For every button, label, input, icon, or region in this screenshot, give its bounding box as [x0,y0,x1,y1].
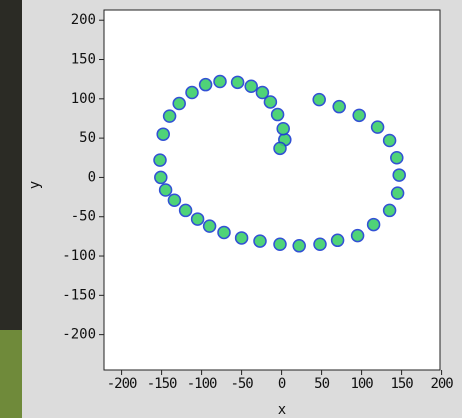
point [172,96,186,111]
x-tick-label: 200 [430,376,453,392]
point [202,219,217,233]
point [153,153,167,167]
point [366,217,381,232]
point [185,85,199,100]
x-axis-label: x [278,402,286,418]
point [230,75,245,90]
point [352,108,366,123]
point [382,203,397,218]
point [156,127,170,141]
point [270,107,285,122]
point [190,212,205,226]
y-axis-label: y [27,181,43,189]
point [167,193,182,207]
y-tick-label: 200 [71,12,96,28]
y-tick-label: 100 [71,91,96,107]
background-photo-green [0,330,22,418]
x-tick-label: -100 [187,376,217,392]
x-tick-label: -200 [107,376,137,392]
point [178,203,193,218]
point [234,231,249,245]
y-tick-label: -200 [62,327,96,343]
point [370,120,385,134]
point [255,85,270,100]
y-tick-label: -50 [71,209,96,225]
point [154,170,168,185]
point [273,237,287,251]
point [263,95,278,109]
point [273,141,287,156]
point [332,99,346,114]
point [313,237,327,251]
point [162,109,177,123]
y-tick-label: -100 [62,248,96,264]
x-tick-label: -150 [147,376,177,392]
x-tick-label: 100 [350,376,373,392]
point [158,183,173,197]
point [392,168,406,182]
x-tick-label: 50 [314,376,329,392]
point [217,225,231,240]
point [350,228,365,243]
point [312,92,326,107]
point [390,186,405,200]
point [330,233,345,248]
plot-area [103,9,441,371]
point [276,121,290,136]
x-tick-label: -50 [230,376,253,392]
y-tick-label: 150 [71,52,96,68]
point [253,234,267,248]
y-tick-label: 50 [79,130,96,146]
y-tick-label: 0 [88,169,96,185]
x-tick-label: 150 [390,376,413,392]
y-tick-label: -150 [62,287,96,303]
point [390,151,404,165]
point [244,79,258,93]
point [382,133,397,148]
x-tick-label: 0 [278,376,286,392]
point [292,239,306,253]
point [213,74,227,89]
point [198,77,213,92]
